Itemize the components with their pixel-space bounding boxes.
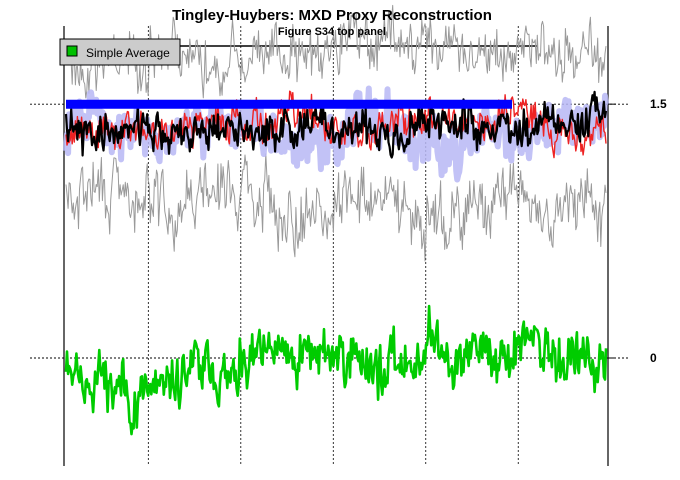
chart-subtitle: Figure S34 top panel	[278, 26, 386, 38]
series-ensemble-lower-gray	[65, 153, 607, 262]
legend-swatch	[66, 45, 78, 57]
chart-title: Tingley-Huybers: MXD Proxy Reconstructio…	[172, 7, 492, 24]
series-reconstruction	[64, 90, 608, 159]
series-layer	[63, 4, 609, 436]
series-simple-average	[64, 304, 608, 436]
legend: Simple Average	[59, 38, 181, 66]
gridlines	[30, 26, 630, 466]
y-tick-label-2: 0	[650, 351, 657, 365]
legend-label: Simple Average	[86, 46, 170, 60]
y-tick-label-1: 1.5	[650, 97, 667, 111]
y-axis-ticks: 1.50	[608, 97, 667, 365]
series-red-members	[65, 90, 607, 159]
legend-box	[59, 38, 181, 66]
